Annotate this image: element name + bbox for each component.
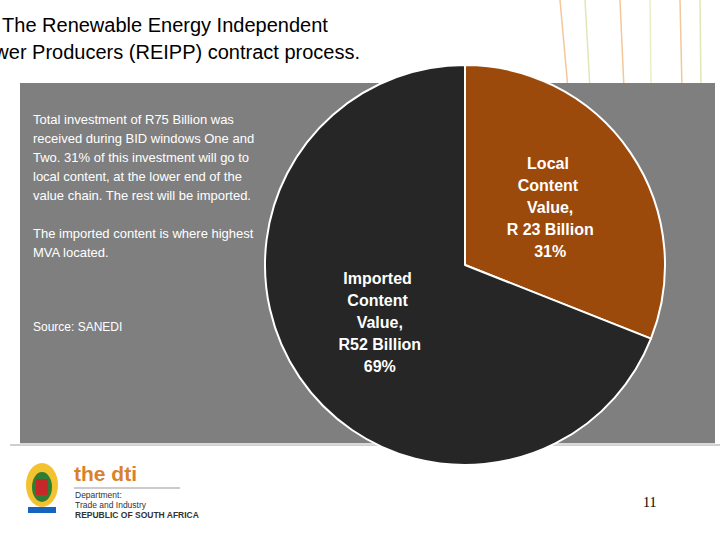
html-text:the dti: the dti <box>74 462 137 485</box>
svg-text:The Renewable Energy Independe: The Renewable Energy Independent <box>2 14 328 36</box>
html-text:The imported content is where: The imported content is where highest MV… <box>33 226 254 260</box>
html-text:REPUBLIC OF SOUTH AFRICA: REPUBLIC OF SOUTH AFRICA <box>75 510 199 520</box>
svg-text:R 23 Billion: R 23 Billion <box>507 221 594 238</box>
svg-text:Local: Local <box>527 155 573 172</box>
svg-text:69%: 69% <box>364 358 396 375</box>
html-text:11: 11 <box>643 495 657 510</box>
svg-text:Power Producers (REIPP) contra: Power Producers (REIPP) contract process… <box>0 41 360 63</box>
svg-text:Content: Content <box>518 177 583 194</box>
svg-text:31%: 31% <box>534 243 566 260</box>
svg-text:Value,: Value, <box>357 314 403 331</box>
html-text:Department:: Department: <box>75 490 122 500</box>
svg-text:Imported: Imported <box>343 270 416 287</box>
html-text:Total investment of R75 Billio: Total investment of R75 Billion was rece… <box>33 112 255 203</box>
html-text:Source: SANEDI: Source: SANEDI <box>33 320 123 334</box>
svg-text:R52 Billion: R52 Billion <box>338 336 421 353</box>
svg-text:Content: Content <box>347 292 412 309</box>
html-text:Trade and Industry: Trade and Industry <box>75 500 146 510</box>
svg-text:Value,: Value, <box>527 199 573 216</box>
